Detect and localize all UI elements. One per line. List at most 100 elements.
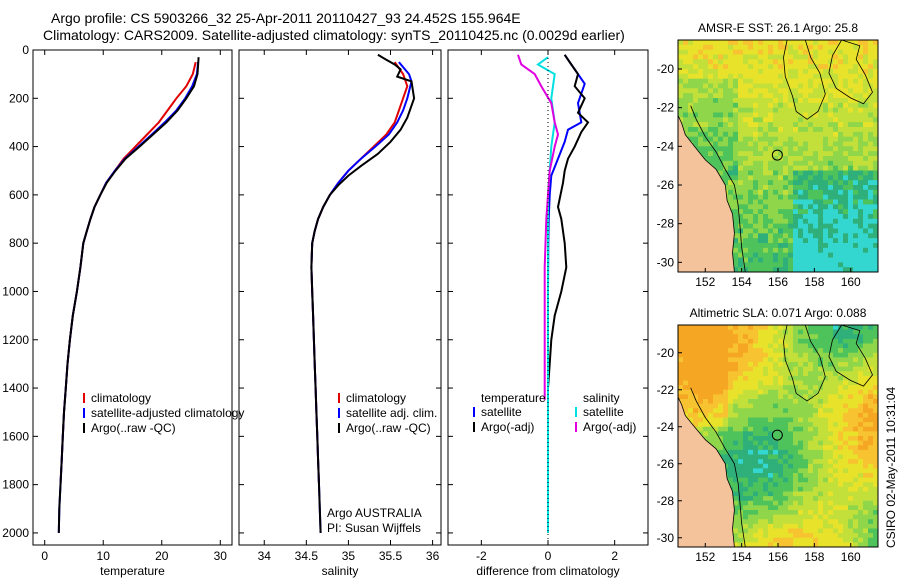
sst-map-cell [708, 98, 714, 104]
sla-map-cell [818, 482, 824, 488]
sst-map-cell [708, 112, 714, 118]
sst-map-cell [828, 233, 834, 239]
sst-map-cell [788, 257, 794, 263]
sla-map-cell [823, 412, 829, 418]
sla-map-cell [833, 436, 839, 442]
sst-map-cell [843, 151, 849, 157]
sla-map-cell [678, 329, 684, 335]
sla-map-cell [773, 422, 779, 428]
sst-map-cell [833, 218, 839, 225]
sla-map-cell [808, 491, 814, 497]
sst-map-cell [698, 44, 704, 51]
sst-map-cell [758, 151, 764, 157]
sst-map-cell [758, 165, 764, 171]
sla-map-cell [713, 385, 719, 391]
sst-map-cell [763, 98, 769, 104]
sst-map-cell [743, 160, 749, 167]
sla-map-cell [838, 334, 844, 340]
sla-map-cell [813, 338, 819, 344]
sla-map-cell [743, 385, 749, 391]
sla-map-cell [763, 473, 769, 479]
sla-map-cell [828, 408, 834, 414]
sla-map-cell [873, 371, 878, 377]
sla-map-cell [813, 523, 819, 529]
sst-map-cell [798, 243, 804, 249]
sla-map-cell [783, 486, 789, 492]
sla-map-cell [833, 473, 839, 479]
sst-map-cell [703, 49, 709, 55]
sla-map-cell [823, 459, 829, 465]
sla-map-cell [828, 510, 834, 516]
sla-map-cell [753, 357, 759, 363]
sst-map-cell [688, 44, 694, 51]
sst-map-cell [828, 78, 834, 84]
sla-map-cell [863, 366, 869, 372]
sla-map-cell [688, 403, 694, 409]
sla-map-cell [853, 440, 859, 446]
sst-map-cell [788, 267, 794, 272]
sst-map-cell [818, 78, 824, 84]
sla-map-cell [703, 352, 709, 358]
sst-map-cell [803, 59, 809, 65]
sla-map-cell [858, 366, 864, 372]
sst-map-cell [853, 165, 859, 171]
sst-map-cell [853, 223, 859, 229]
sst-map-cell [708, 122, 714, 128]
sst-map-cell [768, 102, 774, 109]
sst-map-cell [703, 54, 709, 60]
sst-map-cell [748, 107, 754, 113]
sla-map-cell [868, 343, 874, 349]
sst-map-cell [703, 73, 709, 80]
sla-map-cell [788, 380, 794, 386]
sla-map-cell [838, 394, 844, 400]
sla-map-cell [858, 380, 864, 386]
sla-map-cell [678, 334, 684, 340]
sla-map-cell [688, 380, 694, 386]
sst-map-cell [728, 93, 734, 99]
sla-map-cell [863, 362, 869, 368]
sla-map-cell [743, 459, 749, 465]
sla-map-cell [788, 440, 794, 446]
sst-map-cell [843, 69, 849, 75]
sst-map-cell [808, 252, 814, 258]
sst-map-xtick-label: 154 [732, 275, 752, 289]
sla-map-cell [873, 389, 878, 395]
sla-map-cell [838, 403, 844, 409]
sst-map-cell [778, 218, 784, 225]
sst-map-cell [733, 218, 739, 225]
sst-map-cell [713, 127, 719, 133]
sla-map-cell [768, 486, 774, 492]
sst-map-cell [813, 228, 819, 234]
sst-map-cell [868, 185, 874, 191]
sst-map-cell [728, 131, 734, 138]
sst-map-cell [738, 73, 744, 80]
sst-map-cell [753, 228, 759, 234]
sla-map-cell [693, 399, 699, 405]
sla-map-cell [748, 357, 754, 363]
sst-map-cell [723, 156, 729, 162]
sla-map-cell [793, 454, 799, 460]
sst-map-cell [768, 189, 774, 196]
sla-map-cell [813, 477, 819, 483]
sla-map-cell [788, 412, 794, 418]
sla-map-cell [838, 412, 844, 418]
sla-map-cell [733, 445, 739, 451]
sla-map-cell [828, 380, 834, 386]
sst-map-cell [823, 204, 829, 210]
sla-map-cell [758, 505, 764, 511]
sla-map-cell [818, 473, 824, 479]
sla-map-cell [823, 357, 829, 363]
sla-map-cell [848, 403, 854, 409]
sla-map-cell [748, 505, 754, 511]
sla-map-cell [818, 408, 824, 414]
sla-map-cell [723, 371, 729, 377]
sst-map-cell [813, 40, 819, 46]
sla-map-cell [743, 486, 749, 492]
sla-map-cell [698, 389, 704, 395]
sst-map-cell [868, 59, 874, 65]
sst-map-cell [698, 117, 704, 123]
sst-map-cell [678, 54, 684, 60]
sla-map-cell [828, 528, 834, 534]
sst-map-cell [813, 78, 819, 84]
sst-map-cell [713, 73, 719, 80]
